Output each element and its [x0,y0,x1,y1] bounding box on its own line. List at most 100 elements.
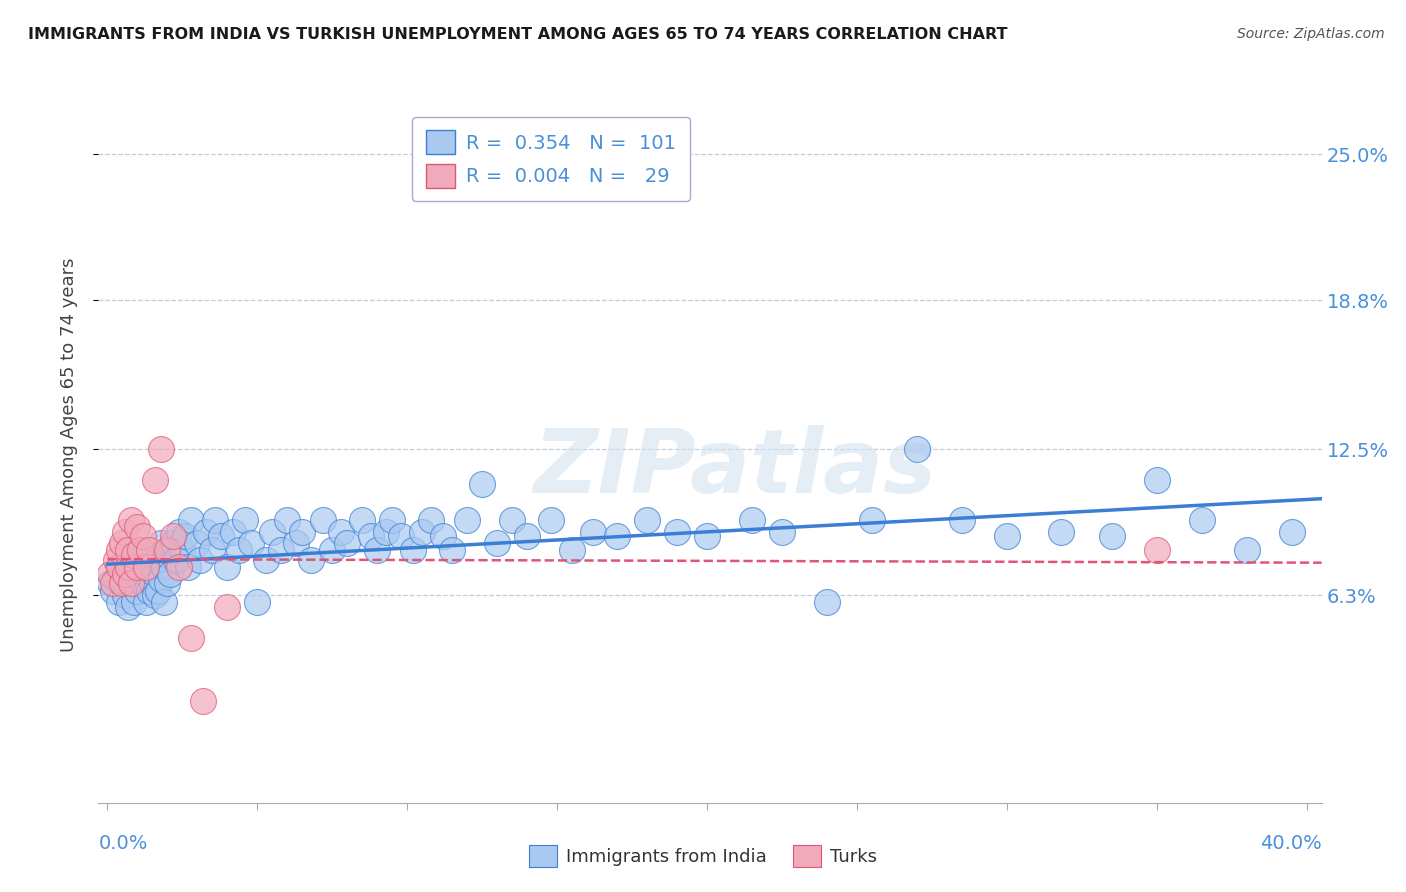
Point [666,524,689,539]
Point [188,553,211,567]
Point [100,576,122,591]
Legend: Immigrants from India, Turks: Immigrants from India, Turks [522,838,884,874]
Point [165,553,187,567]
Point [120,576,142,591]
Point [135,595,157,609]
Point [124,548,146,562]
Point [217,600,239,615]
Point [1146,473,1168,487]
Point [108,560,131,574]
Point [217,560,239,574]
Point [375,524,398,539]
Point [148,553,170,567]
Point [389,529,412,543]
Point [209,529,232,543]
Point [138,543,160,558]
Point [127,520,149,534]
Point [1281,524,1303,539]
Point [432,529,454,543]
Point [150,572,173,586]
Point [153,595,176,609]
Point [204,513,226,527]
Point [582,524,605,539]
Point [1049,524,1071,539]
Point [950,513,973,527]
Point [159,567,181,582]
Point [114,588,136,602]
Point [177,560,200,574]
Text: 40.0%: 40.0% [1260,834,1322,853]
Point [108,595,131,609]
Point [540,513,562,527]
Point [114,524,136,539]
Point [117,600,139,615]
Point [156,543,179,558]
Point [172,543,194,558]
Point [228,543,250,558]
Point [127,583,149,598]
Point [291,524,314,539]
Point [441,543,464,558]
Point [150,442,173,456]
Point [254,553,277,567]
Point [145,473,167,487]
Point [120,576,142,591]
Point [145,588,167,602]
Point [108,543,131,558]
Text: 0.0%: 0.0% [98,834,148,853]
Point [606,529,628,543]
Point [516,529,538,543]
Point [100,567,122,582]
Point [1191,513,1213,527]
Point [103,583,125,598]
Point [148,583,170,598]
Point [1146,543,1168,558]
Point [124,548,146,562]
Point [336,536,359,550]
Point [995,529,1018,543]
Point [456,513,478,527]
Point [124,595,146,609]
Point [135,560,157,574]
Text: ZIPatlas: ZIPatlas [533,425,936,512]
Point [366,543,388,558]
Point [636,513,658,527]
Point [145,567,167,582]
Point [1236,543,1258,558]
Point [285,536,308,550]
Point [117,560,139,574]
Point [141,576,163,591]
Point [174,529,197,543]
Point [156,576,179,591]
Point [111,567,134,582]
Point [169,524,191,539]
Point [270,543,292,558]
Point [135,567,157,582]
Point [741,513,763,527]
Point [105,572,128,586]
Point [141,548,163,562]
Point [411,524,433,539]
Point [905,442,928,456]
Point [233,513,256,527]
Point [195,524,218,539]
Point [186,536,208,550]
Point [201,543,224,558]
Point [117,543,139,558]
Point [111,576,134,591]
Point [420,513,443,527]
Point [860,513,883,527]
Point [156,548,179,562]
Point [262,524,284,539]
Text: IMMIGRANTS FROM INDIA VS TURKISH UNEMPLOYMENT AMONG AGES 65 TO 74 YEARS CORRELAT: IMMIGRANTS FROM INDIA VS TURKISH UNEMPLO… [28,27,1008,42]
Point [132,529,155,543]
Point [127,560,149,574]
Point [111,536,134,550]
Point [193,694,215,708]
Y-axis label: Unemployment Among Ages 65 to 74 years: Unemployment Among Ages 65 to 74 years [59,258,77,652]
Point [360,529,382,543]
Point [276,513,298,527]
Point [352,513,374,527]
Point [501,513,523,527]
Point [1101,529,1123,543]
